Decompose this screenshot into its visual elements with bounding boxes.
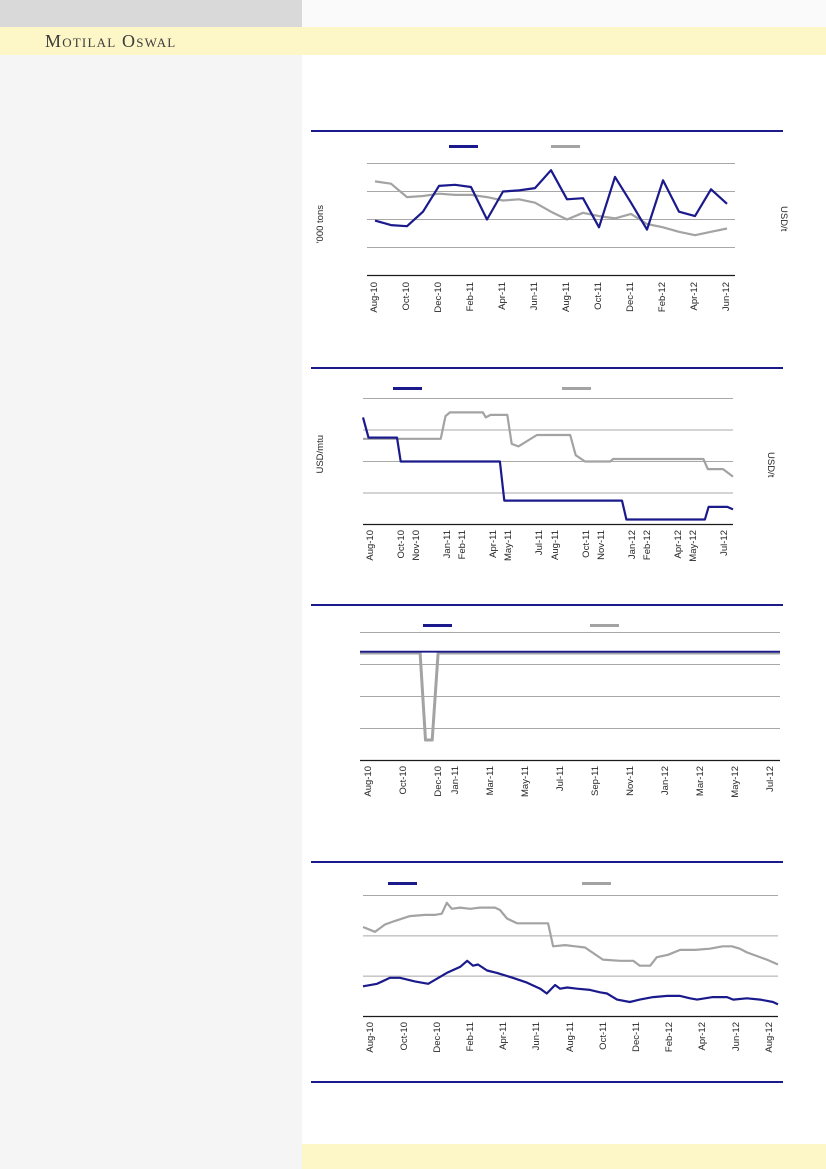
- x-tick-label: Apr-12: [697, 1022, 709, 1051]
- chart-1-section: '000 tons USD/t Aug-10 Oct-10 Dec-10 Feb-11…: [0, 130, 826, 365]
- navy-series-line: [361, 417, 734, 521]
- legend-gray-swatch: [590, 624, 619, 627]
- chart-plot: [361, 398, 734, 526]
- x-tick-label: Oct-10: [395, 530, 407, 559]
- x-tick-label: Jan-12: [660, 766, 672, 796]
- x-tick-label: Aug-10: [364, 530, 376, 561]
- x-tick-label: Mar-11: [485, 766, 497, 796]
- y-axis-title-right: USD/t: [765, 452, 776, 478]
- x-tick-label: Jun-12: [730, 1022, 742, 1052]
- x-tick-label: Jun-11: [531, 1022, 543, 1051]
- x-tick-label: Aug-10: [362, 766, 374, 797]
- chart-plot: [360, 632, 780, 762]
- x-tick-label: Sep-11: [590, 766, 602, 796]
- navy-series-line: [374, 169, 728, 231]
- x-tick-label: Dec-11: [630, 1022, 642, 1052]
- chart-plot: [362, 895, 779, 1018]
- x-tick-label: Jul-11: [534, 530, 546, 556]
- x-tick-label: Aug-12: [763, 1022, 775, 1053]
- x-tick-label: Aug-10: [365, 1022, 377, 1053]
- chart-4-top-rule: [311, 861, 783, 863]
- left-margin-panel: [0, 55, 302, 1169]
- x-tick-label: Jul-11: [555, 766, 567, 792]
- y-axis-title-right: USD/t: [778, 206, 789, 232]
- x-tick-label: Feb-12: [657, 282, 668, 313]
- x-tick-label: Nov-11: [595, 530, 607, 560]
- x-tick-label: May-12: [730, 766, 742, 798]
- x-tick-label: May-12: [688, 530, 700, 562]
- x-tick-label: Aug-10: [369, 282, 380, 313]
- x-tick-label: Apr-11: [488, 530, 500, 558]
- chart-2-top-rule: [311, 367, 783, 369]
- x-tick-label: Jun-12: [721, 282, 732, 312]
- x-tick-label: Jul-12: [765, 766, 777, 792]
- chart-plot: [367, 163, 735, 277]
- x-tick-label: Aug-11: [549, 530, 561, 560]
- x-tick-label: Jan-11: [450, 766, 462, 795]
- x-tick-label: Oct-10: [401, 282, 412, 311]
- gray-series-line: [363, 411, 734, 478]
- x-tick-label: Apr-11: [497, 282, 508, 310]
- x-tick-label: Jul-12: [719, 530, 731, 556]
- header-gray-band: [0, 0, 302, 27]
- gray-series-line: [374, 180, 728, 237]
- x-tick-label: Feb-11: [465, 282, 476, 312]
- legend-navy-swatch: [449, 145, 478, 148]
- x-tick-label: Feb-12: [642, 530, 654, 561]
- x-tick-label: Aug-11: [561, 282, 572, 312]
- gray-series-line: [362, 901, 779, 967]
- x-axis-labels: Aug-10 Oct-10 Nov-10 Jan-11 Feb-11 Apr-11 May-…: [363, 530, 733, 582]
- legend-navy-swatch: [388, 882, 417, 885]
- x-tick-label: Dec-11: [625, 282, 636, 312]
- x-tick-label: Feb-11: [464, 1022, 476, 1052]
- x-tick-label: Oct-11: [597, 1022, 609, 1050]
- x-tick-label: Oct-11: [593, 282, 604, 310]
- chart-2-section: USD/mtu USD/t Aug-10 Oct-10 Nov-10 Jan-11 Fe…: [0, 367, 826, 602]
- gray-series-line: [360, 651, 780, 742]
- x-tick-label: Nov-10: [410, 530, 422, 561]
- legend-gray-swatch: [582, 882, 611, 885]
- x-tick-label: Apr-11: [498, 1022, 510, 1050]
- y-axis-title-left: '000 tons: [315, 205, 326, 244]
- x-tick-label: Oct-10: [397, 766, 409, 795]
- x-tick-label: May-11: [503, 530, 515, 561]
- chart-3-section: Aug-10 Oct-10 Dec-10 Jan-11 Mar-11 May-11 Jul-…: [0, 604, 826, 859]
- brand-band: Motilal Oswal: [0, 27, 826, 55]
- x-tick-label: Feb-12: [664, 1022, 676, 1053]
- x-axis-labels: Aug-10 Oct-10 Dec-10 Feb-11 Apr-11 Jun-11 Aug-…: [367, 282, 735, 334]
- x-tick-label: Oct-10: [398, 1022, 410, 1051]
- legend-navy-swatch: [423, 624, 452, 627]
- x-tick-label: Jan-12: [626, 530, 638, 560]
- y-axis-title-left: USD/mtu: [315, 435, 326, 474]
- x-tick-label: May-11: [520, 766, 532, 797]
- x-tick-label: Apr-12: [673, 530, 685, 559]
- x-tick-label: Jan-11: [441, 530, 453, 559]
- x-tick-label: Dec-10: [432, 766, 444, 797]
- legend-navy-swatch: [393, 387, 422, 390]
- x-tick-label: Apr-12: [689, 282, 700, 311]
- page-bottom-rule: [311, 1081, 783, 1083]
- header-light-band: [302, 0, 826, 27]
- navy-series-line: [362, 959, 779, 1006]
- x-axis-labels: Aug-10 Oct-10 Dec-10 Jan-11 Mar-11 May-11 Jul-…: [360, 766, 780, 818]
- legend-gray-swatch: [562, 387, 591, 390]
- x-tick-label: Jun-11: [529, 282, 540, 311]
- x-tick-label: Oct-11: [580, 530, 592, 558]
- x-tick-label: Feb-11: [457, 530, 469, 560]
- x-tick-label: Aug-11: [564, 1022, 576, 1052]
- x-tick-label: Dec-10: [433, 282, 444, 313]
- brand-logo-text: Motilal Oswal: [45, 31, 177, 51]
- x-tick-label: Mar-12: [695, 766, 707, 797]
- x-axis-labels: Aug-10 Oct-10 Dec-10 Feb-11 Apr-11 Jun-11 Aug-…: [363, 1022, 778, 1074]
- legend-gray-swatch: [551, 145, 580, 148]
- x-tick-label: Dec-10: [431, 1022, 443, 1053]
- x-tick-label: Nov-11: [625, 766, 637, 796]
- chart-3-top-rule: [311, 604, 783, 606]
- footer-yellow-band: [302, 1144, 826, 1169]
- chart-1-top-rule: [311, 130, 783, 132]
- chart-4-section: Aug-10 Oct-10 Dec-10 Feb-11 Apr-11 Jun-11 Aug-…: [0, 861, 826, 1076]
